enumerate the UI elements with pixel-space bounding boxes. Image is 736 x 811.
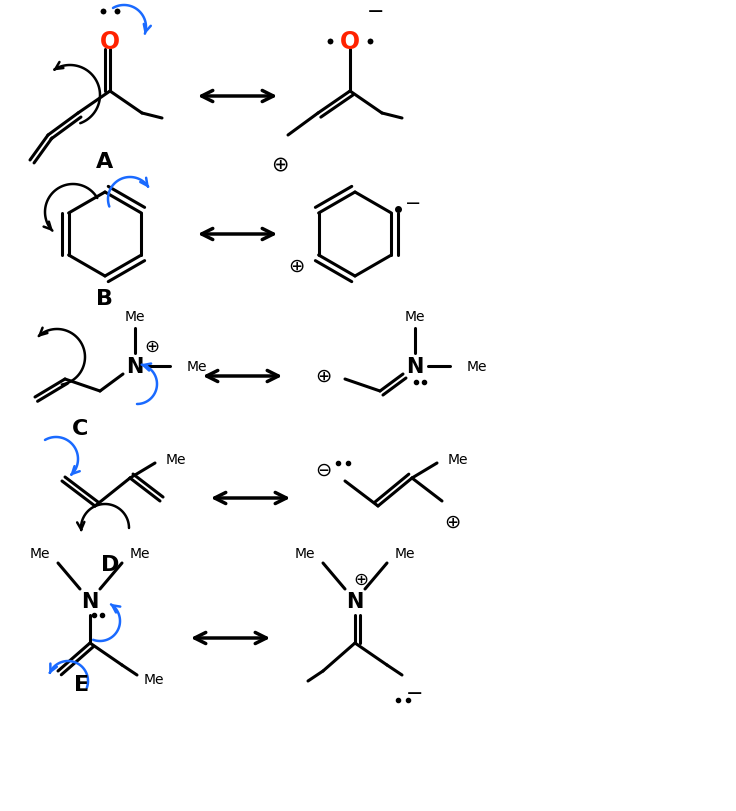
Text: Me: Me [294, 547, 315, 560]
Text: −: − [367, 2, 385, 22]
Text: N: N [406, 357, 424, 376]
Text: Me: Me [166, 453, 186, 466]
Text: N: N [81, 591, 99, 611]
Text: Me: Me [448, 453, 469, 466]
Text: Me: Me [124, 310, 145, 324]
Text: A: A [96, 152, 113, 172]
Text: B: B [96, 289, 113, 309]
Text: ⊖: ⊖ [315, 460, 331, 479]
Text: O: O [100, 30, 120, 54]
Text: Me: Me [144, 672, 165, 686]
Text: ⊕: ⊕ [144, 337, 160, 355]
Text: O: O [340, 30, 360, 54]
Text: ⊕: ⊕ [315, 366, 331, 385]
Text: E: E [74, 674, 90, 694]
Text: Me: Me [467, 359, 487, 374]
Text: D: D [101, 554, 119, 574]
Text: ⊕: ⊕ [444, 512, 460, 531]
Text: Me: Me [130, 547, 150, 560]
Text: ⊕: ⊕ [289, 256, 305, 275]
Text: Me: Me [29, 547, 50, 560]
Text: C: C [72, 418, 88, 439]
Text: N: N [127, 357, 144, 376]
Text: −: − [406, 683, 424, 703]
Text: −: − [406, 195, 422, 213]
Text: ⊕: ⊕ [353, 570, 369, 588]
Text: Me: Me [405, 310, 425, 324]
Text: ⊕: ⊕ [272, 154, 289, 174]
Text: N: N [347, 591, 364, 611]
Text: Me: Me [395, 547, 416, 560]
Text: Me: Me [187, 359, 208, 374]
